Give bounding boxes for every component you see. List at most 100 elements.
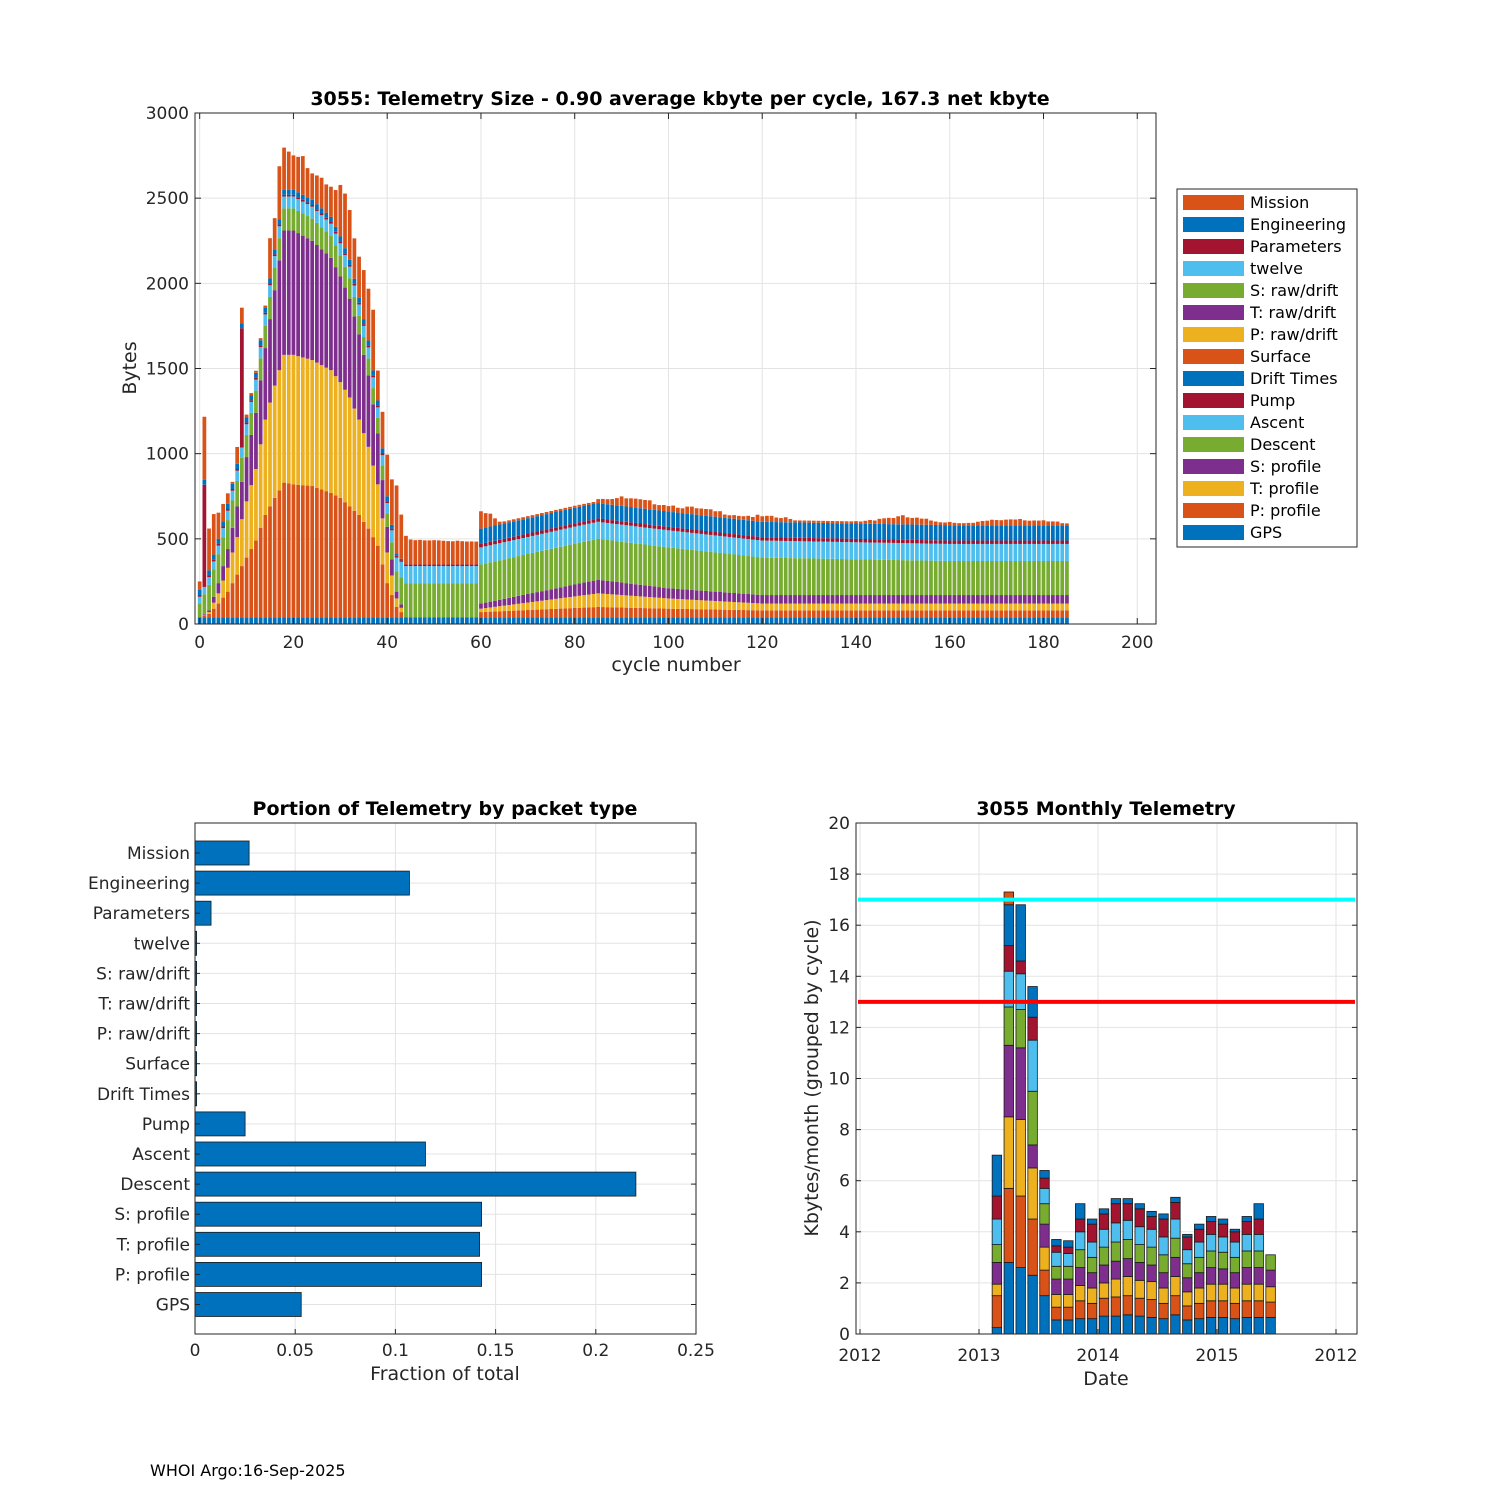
cycle-bar-p-profile <box>755 610 760 618</box>
cycle-bar-engineering <box>647 509 652 525</box>
cycle-bar-descent <box>919 560 924 596</box>
cycle-bar-descent <box>380 465 385 481</box>
cycle-bar-pump <box>971 540 976 544</box>
cycle-bar-p-profile <box>586 607 591 618</box>
cycle-bar-ascent <box>652 528 657 546</box>
cycle-bar-engineering <box>675 512 680 528</box>
cycle-bar-pump <box>732 534 736 538</box>
cycle-bar-descent <box>975 560 980 596</box>
cycle-bar-ascent <box>727 536 732 554</box>
cycle-bar-s-profile <box>915 595 919 604</box>
cycle-bar-gps <box>624 617 629 624</box>
cycle-bar-mission <box>525 516 530 519</box>
cycle-bar-mission <box>769 515 774 522</box>
cycle-bar-gps <box>300 617 305 624</box>
br-month-bar-pump <box>1205 1221 1217 1235</box>
cycle-bar-gps <box>225 617 230 624</box>
cycle-bar-engineering <box>755 521 760 537</box>
cycle-bar-s-profile <box>779 595 783 604</box>
cycle-bar-engineering <box>891 524 896 540</box>
cycle-bar-mission <box>1041 520 1046 526</box>
cycle-bar-descent <box>540 550 544 592</box>
cycle-bar-ascent <box>760 540 765 558</box>
cycle-bar-ascent <box>779 540 783 558</box>
cycle-bar-descent <box>774 557 779 596</box>
cycle-bar-s-profile <box>577 583 582 596</box>
cycle-bar-ascent <box>404 566 408 584</box>
cycle-bar-descent <box>577 542 582 584</box>
cycle-bar-p-profile <box>207 613 211 618</box>
cycle-bar-p-profile <box>310 486 315 618</box>
cycle-bar-mission <box>390 479 394 525</box>
cycle-bar-gps <box>896 617 901 624</box>
cycle-bar-descent <box>235 480 240 507</box>
cycle-bar-t-profile <box>811 603 816 611</box>
cycle-bar-descent <box>708 551 713 592</box>
cycle-bar-descent <box>647 545 652 586</box>
br-month-bar-p-profile <box>1205 1300 1217 1318</box>
cycle-bar-engineering <box>638 508 643 524</box>
cycle-bar-mission <box>436 540 441 565</box>
cycle-bar-gps <box>408 617 413 624</box>
cycle-bar-gps <box>525 617 530 624</box>
cycle-bar-ascent <box>305 204 310 217</box>
cycle-bar-mission <box>244 414 249 418</box>
cycle-bar-mission <box>305 168 310 198</box>
cycle-bar-ascent <box>868 542 872 560</box>
cycle-bar-engineering <box>310 199 315 205</box>
cycle-bar-s-profile <box>240 481 244 520</box>
cycle-bar-engineering <box>216 538 221 544</box>
cycle-bar-p-profile <box>854 610 858 618</box>
cycle-bar-t-profile <box>361 433 366 522</box>
cycle-bar-s-profile <box>544 590 549 601</box>
cycle-bar-ascent <box>863 542 868 560</box>
br-month-bar-ascent <box>1086 1241 1098 1258</box>
cycle-bar-s-profile <box>760 595 765 604</box>
cycle-bar-gps <box>211 617 216 624</box>
cycle-bar-mission <box>221 503 225 522</box>
cycle-bar-mission <box>1065 523 1069 526</box>
cycle-bar-ascent <box>891 542 896 560</box>
cycle-bar-p-profile <box>1050 610 1055 618</box>
cycle-bar-s-profile <box>483 602 488 609</box>
cycle-bar-gps <box>1022 617 1027 624</box>
cycle-bar-s-profile <box>352 316 357 409</box>
cycle-bar-ascent <box>240 447 244 458</box>
cycle-bar-descent <box>1032 560 1036 596</box>
cycle-bar-s-profile <box>249 434 254 486</box>
cycle-bar-s-profile <box>300 235 305 358</box>
cycle-bar-descent <box>572 543 577 585</box>
br-month-bar-p-profile <box>1051 1306 1062 1321</box>
br-month-bar-descent <box>1265 1254 1276 1271</box>
cycle-bar-gps <box>1008 617 1013 624</box>
cycle-bar-pump <box>722 533 727 537</box>
br-month-bar-gps <box>1217 1316 1229 1335</box>
cycle-bar-s-profile <box>741 593 746 603</box>
br-month-bar-p-profile <box>1075 1300 1086 1320</box>
cycle-bar-t-profile <box>835 603 840 611</box>
cycle-bar-gps <box>1032 617 1036 624</box>
cycle-bar-s-profile <box>905 595 910 604</box>
cycle-bar-descent <box>207 584 211 611</box>
cycle-bar-pump <box>286 194 291 197</box>
cycle-bar-pump <box>521 534 526 538</box>
cycle-bar-t-profile <box>375 484 380 546</box>
cycle-bar-pump <box>338 241 343 244</box>
cycle-bar-mission <box>591 501 596 505</box>
cycle-bar-descent <box>629 542 633 584</box>
cycle-bar-mission <box>540 513 544 516</box>
cycle-bar-mission <box>249 393 254 396</box>
cycle-bar-p-profile <box>718 609 722 618</box>
cycle-bar-s-profile <box>1013 595 1018 604</box>
cycle-bar-engineering <box>240 323 244 329</box>
cycle-bar-p-profile <box>225 591 230 618</box>
br-month-bar-gps <box>1134 1315 1145 1335</box>
cycle-bar-s-profile <box>586 581 591 595</box>
cycle-bar-engineering <box>347 259 352 265</box>
cycle-bar-engineering <box>736 519 741 535</box>
cycle-bar-pump <box>235 469 240 471</box>
cycle-bar-descent <box>675 548 680 589</box>
cycle-bar-engineering <box>704 515 708 531</box>
br-month-bar-gps <box>1229 1318 1241 1335</box>
cycle-bar-mission <box>577 504 582 507</box>
